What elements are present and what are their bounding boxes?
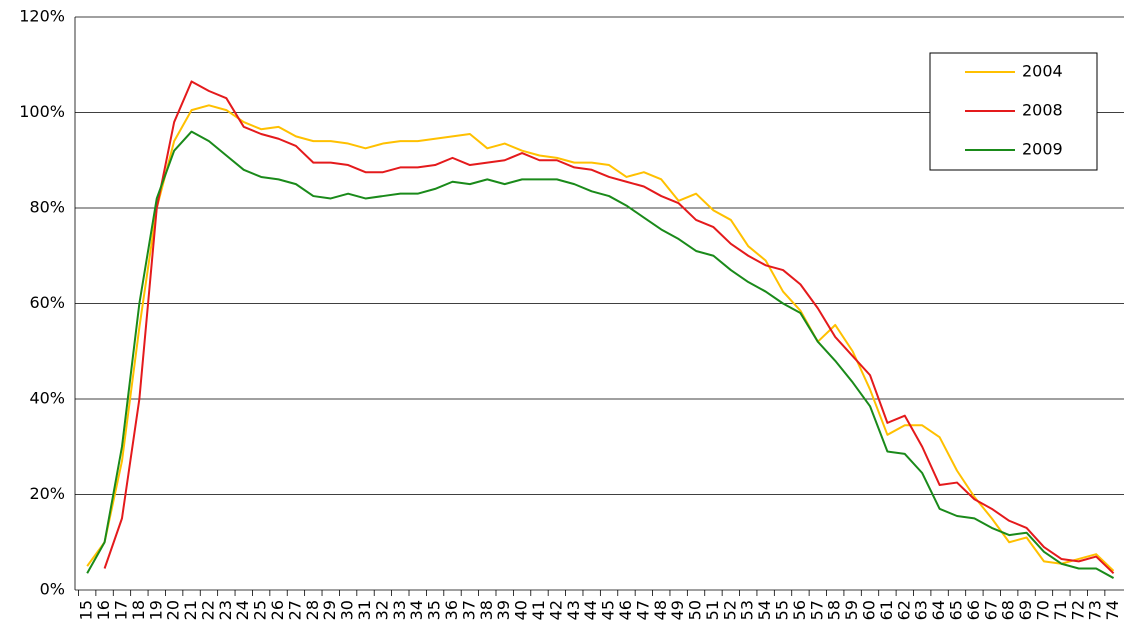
x-tick-label: 23 [216,600,235,620]
x-tick-label: 53 [738,600,757,620]
x-tick-label: 32 [372,600,391,620]
x-tick-label: 69 [1016,600,1035,620]
x-tick-label: 19 [146,600,165,620]
x-tick-label: 46 [616,600,635,620]
x-tick-label: 63 [912,600,931,620]
x-tick-label: 29 [320,600,339,620]
x-tick-label: 15 [77,600,96,620]
legend-label: 2008 [1022,101,1063,120]
x-tick-label: 60 [860,600,879,620]
x-tick-label: 34 [407,600,426,620]
x-tick-label: 41 [529,600,548,620]
x-tick-label: 40 [512,600,531,620]
y-tick-label: 100% [19,102,65,121]
x-tick-label: 31 [355,600,374,620]
x-tick-label: 24 [233,600,252,620]
x-tick-label: 70 [1033,600,1052,620]
y-tick-label: 60% [29,293,65,312]
x-tick-label: 57 [807,600,826,620]
x-tick-label: 25 [251,600,270,620]
x-tick-label: 18 [129,600,148,620]
legend-label: 2004 [1022,62,1063,81]
x-tick-label: 52 [720,600,739,620]
x-tick-label: 22 [198,600,217,620]
x-tick-label: 20 [164,600,183,620]
x-tick-label: 58 [825,600,844,620]
x-tick-label: 64 [929,600,948,620]
x-tick-label: 51 [703,600,722,620]
series-line [86,104,1115,572]
x-tick-label: 37 [459,600,478,620]
y-tick-label: 120% [19,7,65,26]
x-tick-label: 27 [285,600,304,620]
x-tick-label: 26 [268,600,287,620]
x-tick-label: 47 [633,600,652,620]
y-tick-label: 20% [29,484,65,503]
x-tick-label: 49 [668,600,687,620]
x-tick-label: 67 [981,600,1000,620]
x-tick-label: 62 [894,600,913,620]
x-tick-label: 71 [1051,600,1070,620]
x-tick-label: 73 [1086,600,1105,620]
x-tick-label: 66 [964,600,983,620]
x-tick-label: 36 [442,600,461,620]
x-tick-label: 28 [303,600,322,620]
x-tick-label: 72 [1068,600,1087,620]
x-tick-label: 16 [94,600,113,620]
x-tick-label: 61 [877,600,896,620]
legend-label: 2009 [1022,140,1063,159]
x-tick-label: 43 [564,600,583,620]
x-tick-label: 21 [181,600,200,620]
x-tick-label: 30 [338,600,357,620]
x-tick-label: 65 [946,600,965,620]
series-line [103,80,1115,575]
x-tick-label: 48 [651,600,670,620]
y-tick-label: 40% [29,389,65,408]
x-tick-label: 55 [773,600,792,620]
x-tick-label: 45 [599,600,618,620]
x-tick-label: 74 [1103,600,1122,620]
y-tick-label: 80% [29,198,65,217]
series-line [86,130,1115,579]
x-tick-label: 59 [842,600,861,620]
x-tick-label: 68 [999,600,1018,620]
x-tick-label: 35 [425,600,444,620]
y-tick-label: 0% [40,580,65,599]
x-tick-label: 38 [477,600,496,620]
x-tick-label: 39 [494,600,513,620]
x-tick-label: 17 [111,600,130,620]
x-tick-label: 33 [390,600,409,620]
x-tick-label: 54 [755,600,774,620]
x-tick-label: 42 [546,600,565,620]
x-tick-label: 56 [790,600,809,620]
x-tick-label: 50 [686,600,705,620]
x-tick-label: 44 [581,600,600,620]
